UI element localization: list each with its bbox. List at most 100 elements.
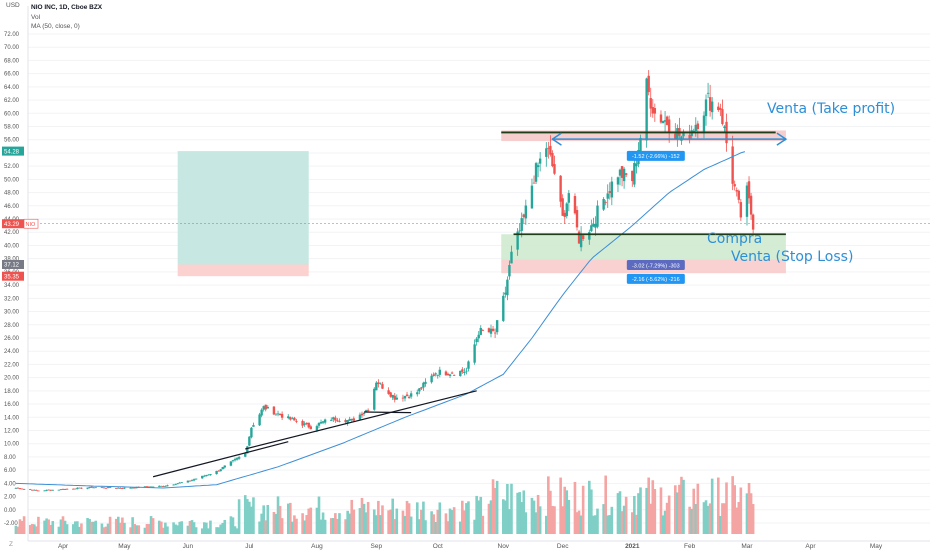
price-badge-bg: [2, 146, 24, 156]
volume-bar: [71, 524, 75, 534]
candle-body: [608, 191, 611, 193]
volume-bar: [639, 487, 642, 534]
candle-body: [248, 436, 251, 446]
volume-bar: [676, 492, 679, 534]
volume-bar: [86, 517, 89, 534]
candle-body: [63, 489, 67, 490]
volume-bar: [448, 508, 452, 534]
volume-bar: [424, 520, 427, 534]
volume-bar: [323, 519, 327, 534]
volume-bar: [252, 497, 255, 534]
candle-body: [151, 486, 155, 488]
candle-body: [61, 489, 65, 490]
volume-bar: [291, 521, 294, 534]
candle-body: [115, 488, 118, 489]
candle-body: [188, 480, 192, 482]
candle-body: [620, 166, 624, 178]
volume-bar: [577, 510, 581, 534]
candle-body: [549, 145, 552, 155]
candle-body: [223, 465, 226, 468]
volume-bar: [61, 516, 65, 534]
candle-body: [653, 108, 657, 114]
candle-body: [303, 423, 306, 425]
candle-body: [317, 422, 321, 426]
measure-label-text: -2.16 (-5.62%) -216: [632, 277, 680, 283]
volume-bar: [33, 524, 36, 534]
candle-body: [260, 409, 263, 416]
volume-bar: [579, 515, 583, 534]
candle-body: [518, 230, 521, 232]
volume-bar: [587, 480, 591, 534]
volume-bar: [467, 501, 470, 534]
candle-body: [749, 195, 753, 215]
candle-body: [233, 459, 237, 461]
candle-body: [719, 108, 722, 110]
candle-body: [287, 416, 290, 419]
volume-bar: [745, 493, 749, 534]
candle-body: [688, 135, 691, 139]
volume-bar: [114, 518, 118, 534]
candle-body: [663, 120, 667, 122]
candle-body: [272, 406, 276, 415]
volume-bar: [518, 492, 521, 534]
y-tick-label: 26.00: [4, 336, 20, 342]
candle-body: [502, 295, 505, 321]
candle-body: [166, 485, 169, 487]
volume-bar: [372, 509, 376, 534]
candle-body: [479, 327, 482, 335]
candle-body: [323, 419, 327, 423]
chart-legend: NIO INC, 1D, Cboe BZX Vol MA (50, close,…: [31, 3, 102, 32]
volume-bar: [405, 500, 409, 534]
volume-bar: [248, 501, 251, 534]
candle-body: [565, 203, 568, 217]
volume-bar: [78, 526, 81, 534]
volume-bar: [63, 520, 67, 534]
volume-bar: [481, 515, 485, 534]
volume-bar: [16, 526, 20, 534]
candle-body: [747, 181, 751, 199]
volume-bar: [135, 525, 139, 534]
volume-bar: [420, 509, 423, 534]
candle-body: [717, 106, 720, 111]
candle-body: [735, 190, 738, 192]
volume-bar: [624, 496, 628, 534]
candle-body: [309, 426, 312, 430]
volume-bar: [536, 494, 540, 534]
volume-bar: [319, 519, 323, 534]
candle-body: [461, 369, 464, 372]
candle-body: [579, 234, 583, 248]
candle-body: [90, 486, 93, 488]
volume-bar: [635, 514, 638, 534]
volume-bar: [547, 476, 550, 534]
candle-body: [407, 396, 411, 398]
zoom-reset-label[interactable]: Z: [9, 541, 13, 548]
candle-body: [409, 393, 413, 397]
volume-bar: [739, 487, 743, 534]
volume-bar: [663, 510, 667, 534]
volume-bar: [100, 523, 104, 534]
candle-body: [332, 417, 335, 420]
candle-body: [158, 485, 161, 487]
volume-label: Vol: [31, 13, 41, 21]
volume-bar: [465, 503, 468, 534]
volume-bar: [530, 497, 534, 534]
candle-body: [424, 381, 427, 384]
volume-bar: [717, 477, 720, 534]
candle-body: [104, 487, 108, 489]
candle-body: [516, 231, 519, 250]
candle-body: [473, 344, 476, 363]
candle-body: [201, 475, 204, 479]
measure-label-bg: [626, 150, 685, 161]
candle-body: [520, 218, 523, 231]
volume-bar: [665, 502, 669, 534]
volume-bar: [14, 525, 18, 534]
y-tick-label: 2.00: [4, 495, 16, 501]
volume-bar: [147, 524, 151, 534]
y-tick-label: 20.00: [4, 376, 20, 382]
volume-bar: [565, 490, 569, 534]
volume-bar: [162, 527, 165, 534]
candle-body: [330, 419, 333, 421]
volume-bar: [706, 505, 710, 534]
volume-bar: [336, 518, 339, 534]
